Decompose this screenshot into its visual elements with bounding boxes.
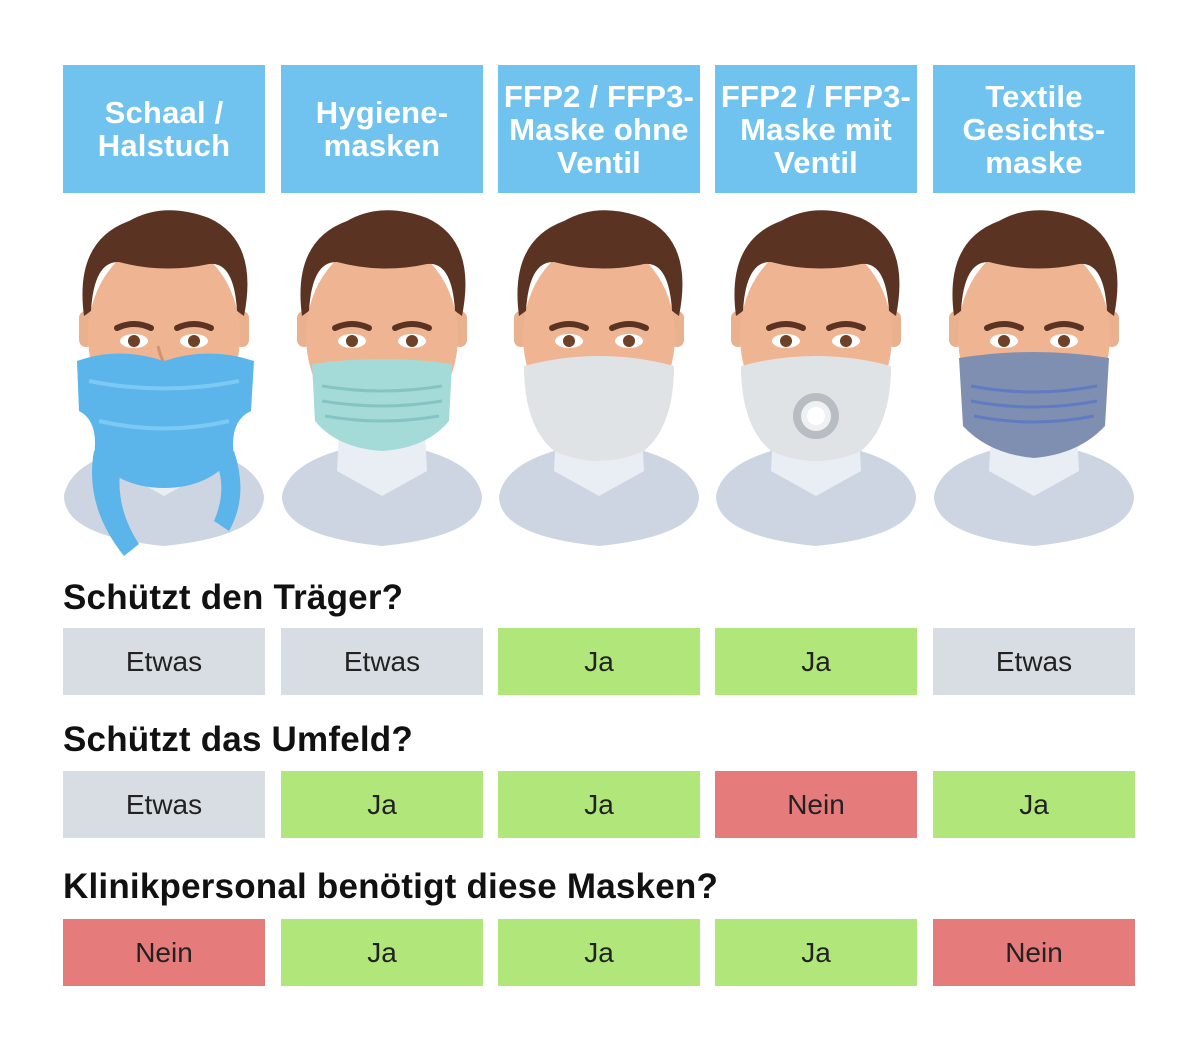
- answer-wearer-scarf: Etwas: [63, 628, 265, 695]
- answer-wearer-surgical: Etwas: [281, 628, 483, 695]
- answer-wearer-ffp: Ja: [498, 628, 700, 695]
- answer-clinical-ffp: Ja: [498, 919, 700, 986]
- answer-wearer-ffp-valve: Ja: [715, 628, 917, 695]
- answer-environment-textile: Ja: [933, 771, 1135, 838]
- face-ffp-illustration: [499, 210, 699, 546]
- answer-environment-ffp-valve: Nein: [715, 771, 917, 838]
- column-header-surgical: Hygiene- masken: [281, 65, 483, 193]
- face-surgical-illustration: [282, 210, 482, 546]
- question-clinical-staff: Klinikpersonal benötigt diese Masken?: [63, 867, 719, 906]
- scarf-mask: [77, 353, 254, 556]
- question-environment-protection: Schützt das Umfeld?: [63, 720, 413, 759]
- answer-clinical-ffp-valve: Ja: [715, 919, 917, 986]
- surgical-mask: [312, 359, 452, 451]
- answer-clinical-textile: Nein: [933, 919, 1135, 986]
- answer-clinical-scarf: Nein: [63, 919, 265, 986]
- answer-wearer-textile: Etwas: [933, 628, 1135, 695]
- column-header-ffp-valve: FFP2 / FFP3- Maske mit Ventil: [715, 65, 917, 193]
- answer-environment-surgical: Ja: [281, 771, 483, 838]
- column-header-textile: Textile Gesichts- maske: [933, 65, 1135, 193]
- question-wearer-protection: Schützt den Träger?: [63, 578, 404, 617]
- ffp-mask: [524, 356, 674, 461]
- answer-clinical-surgical: Ja: [281, 919, 483, 986]
- column-header-ffp: FFP2 / FFP3- Maske ohne Ventil: [498, 65, 700, 193]
- answer-environment-scarf: Etwas: [63, 771, 265, 838]
- ffp-valve-mask: [741, 356, 891, 461]
- face-ffp-valve-illustration: [716, 210, 916, 546]
- answer-environment-ffp: Ja: [498, 771, 700, 838]
- column-header-scarf: Schaal / Halstuch: [63, 65, 265, 193]
- face-textile-illustration: [934, 210, 1134, 546]
- textile-mask: [959, 352, 1109, 458]
- face-scarf-illustration: [64, 210, 264, 556]
